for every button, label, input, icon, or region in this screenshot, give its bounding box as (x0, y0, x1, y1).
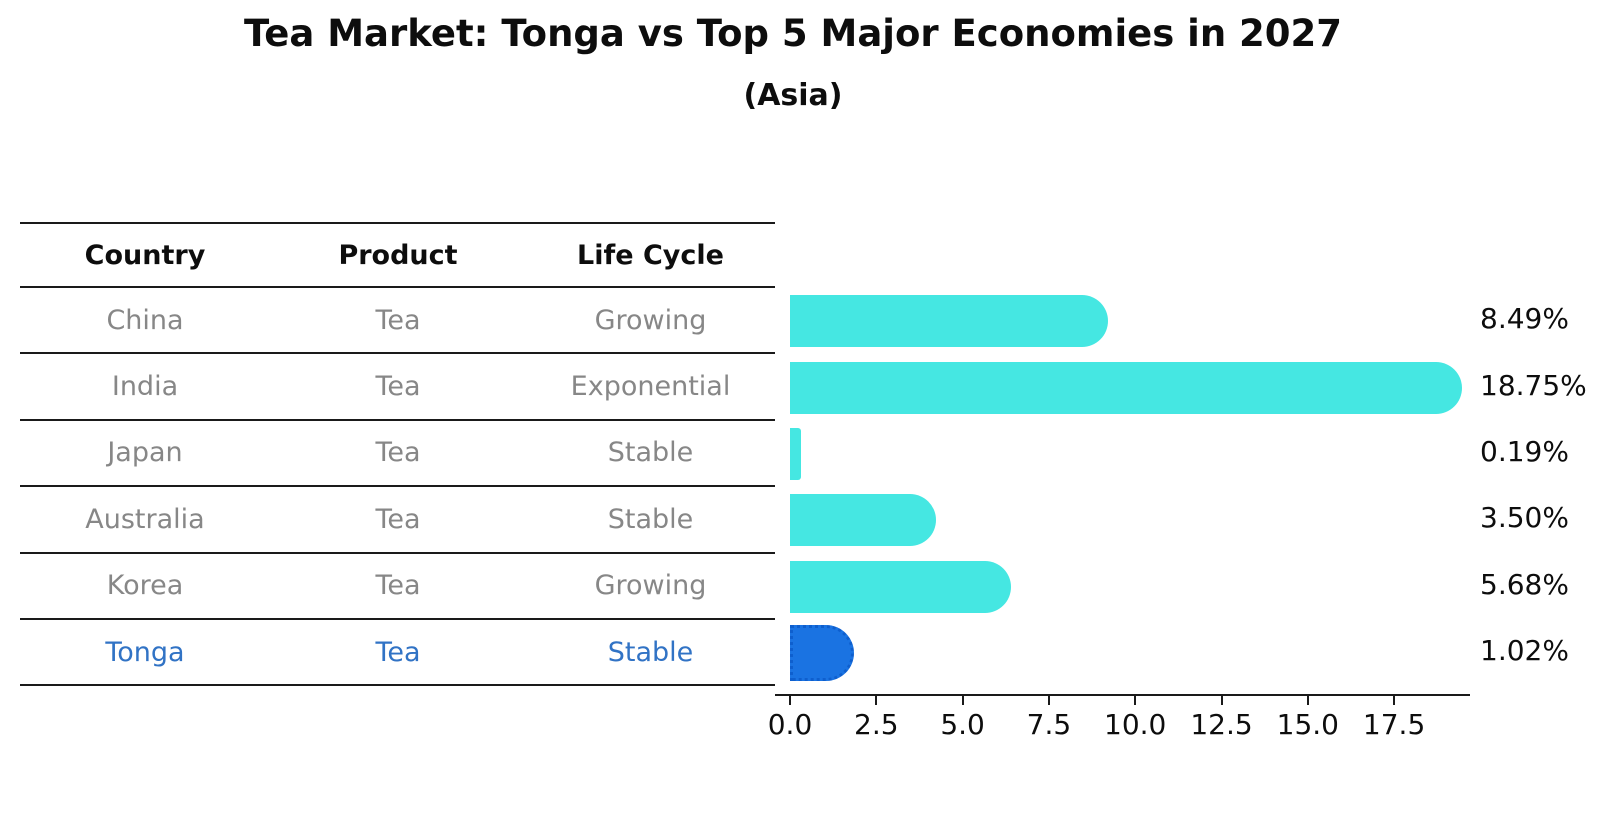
column-header-life-cycle: Life Cycle (577, 239, 724, 271)
cell-product: Tea (375, 437, 421, 469)
bar-value-label-tonga: 1.02% (1480, 634, 1569, 668)
x-axis-tick-label: 0.0 (767, 708, 813, 741)
x-axis-tick-mark (875, 695, 878, 705)
table-row-india: India Tea Exponential (20, 354, 775, 421)
cell-life-cycle: Stable (607, 636, 694, 668)
cell-life-cycle: Exponential (570, 371, 731, 403)
country-table: Country Product Life Cycle China Tea Gro… (20, 222, 775, 687)
cell-product: Tea (375, 636, 421, 668)
cell-country: India (111, 371, 179, 403)
cell-life-cycle: Growing (594, 304, 707, 336)
x-axis-tick-label: 17.5 (1362, 708, 1426, 741)
table-header-row: Country Product Life Cycle (20, 222, 775, 288)
subtitle-wrap: (Asia) (0, 78, 1586, 113)
bar-china (790, 295, 1109, 348)
x-axis-tick-label: 15.0 (1276, 708, 1339, 741)
bar-japan (790, 428, 801, 480)
x-axis-tick-label: 10.0 (1104, 708, 1167, 741)
cell-life-cycle: Growing (594, 570, 707, 602)
table-row-tonga: Tonga Tea Stable (20, 620, 775, 687)
cell-life-cycle: Stable (607, 437, 694, 469)
x-axis-tick-mark (1047, 695, 1050, 705)
cell-country: China (106, 304, 184, 336)
table-row-australia: Australia Tea Stable (20, 487, 775, 554)
cell-product: Tea (375, 503, 421, 535)
x-axis-tick-mark (1393, 695, 1396, 705)
bar-australia (790, 494, 936, 547)
x-axis-tick-mark (1134, 695, 1137, 705)
x-axis-tick-label: 7.5 (1026, 708, 1072, 741)
x-axis-tick-label: 12.5 (1190, 708, 1253, 741)
bar-value-label-korea: 5.68% (1480, 567, 1569, 601)
chart-subtitle: (Asia) (743, 78, 843, 113)
bar-korea (790, 560, 1012, 613)
cell-product: Tea (375, 371, 421, 403)
cell-country: Tonga (105, 636, 185, 668)
x-axis-line (775, 694, 1470, 696)
column-header-country: Country (84, 239, 206, 271)
table-row-china: China Tea Growing (20, 288, 775, 355)
cell-life-cycle: Stable (607, 503, 694, 535)
bar-tonga (790, 625, 855, 682)
bar-value-label-australia: 3.50% (1480, 501, 1569, 535)
chart-title: Tea Market: Tonga vs Top 5 Major Economi… (243, 12, 1343, 55)
x-axis-tick-mark (1306, 695, 1309, 705)
cell-country: Japan (107, 437, 183, 469)
bar-value-label-india: 18.75% (1480, 368, 1587, 402)
cell-product: Tea (375, 570, 421, 602)
column-header-product: Product (338, 239, 458, 271)
title-wrap: Tea Market: Tonga vs Top 5 Major Economi… (0, 12, 1586, 55)
cell-country: Korea (106, 570, 184, 602)
bar-value-label-china: 8.49% (1480, 302, 1569, 336)
x-axis-tick-mark (961, 695, 964, 705)
x-axis-tick-label: 2.5 (854, 708, 899, 741)
cell-product: Tea (375, 304, 421, 336)
cell-country: Australia (85, 503, 205, 535)
table-row-korea: Korea Tea Growing (20, 554, 775, 620)
x-axis-tick-mark (1220, 695, 1223, 705)
x-axis-tick-mark (789, 695, 791, 705)
bar-value-label-japan: 0.19% (1480, 435, 1569, 468)
bar-india (790, 361, 1463, 414)
x-axis-tick-label: 5.0 (940, 708, 985, 741)
table-row-japan: Japan Tea Stable (20, 421, 775, 488)
